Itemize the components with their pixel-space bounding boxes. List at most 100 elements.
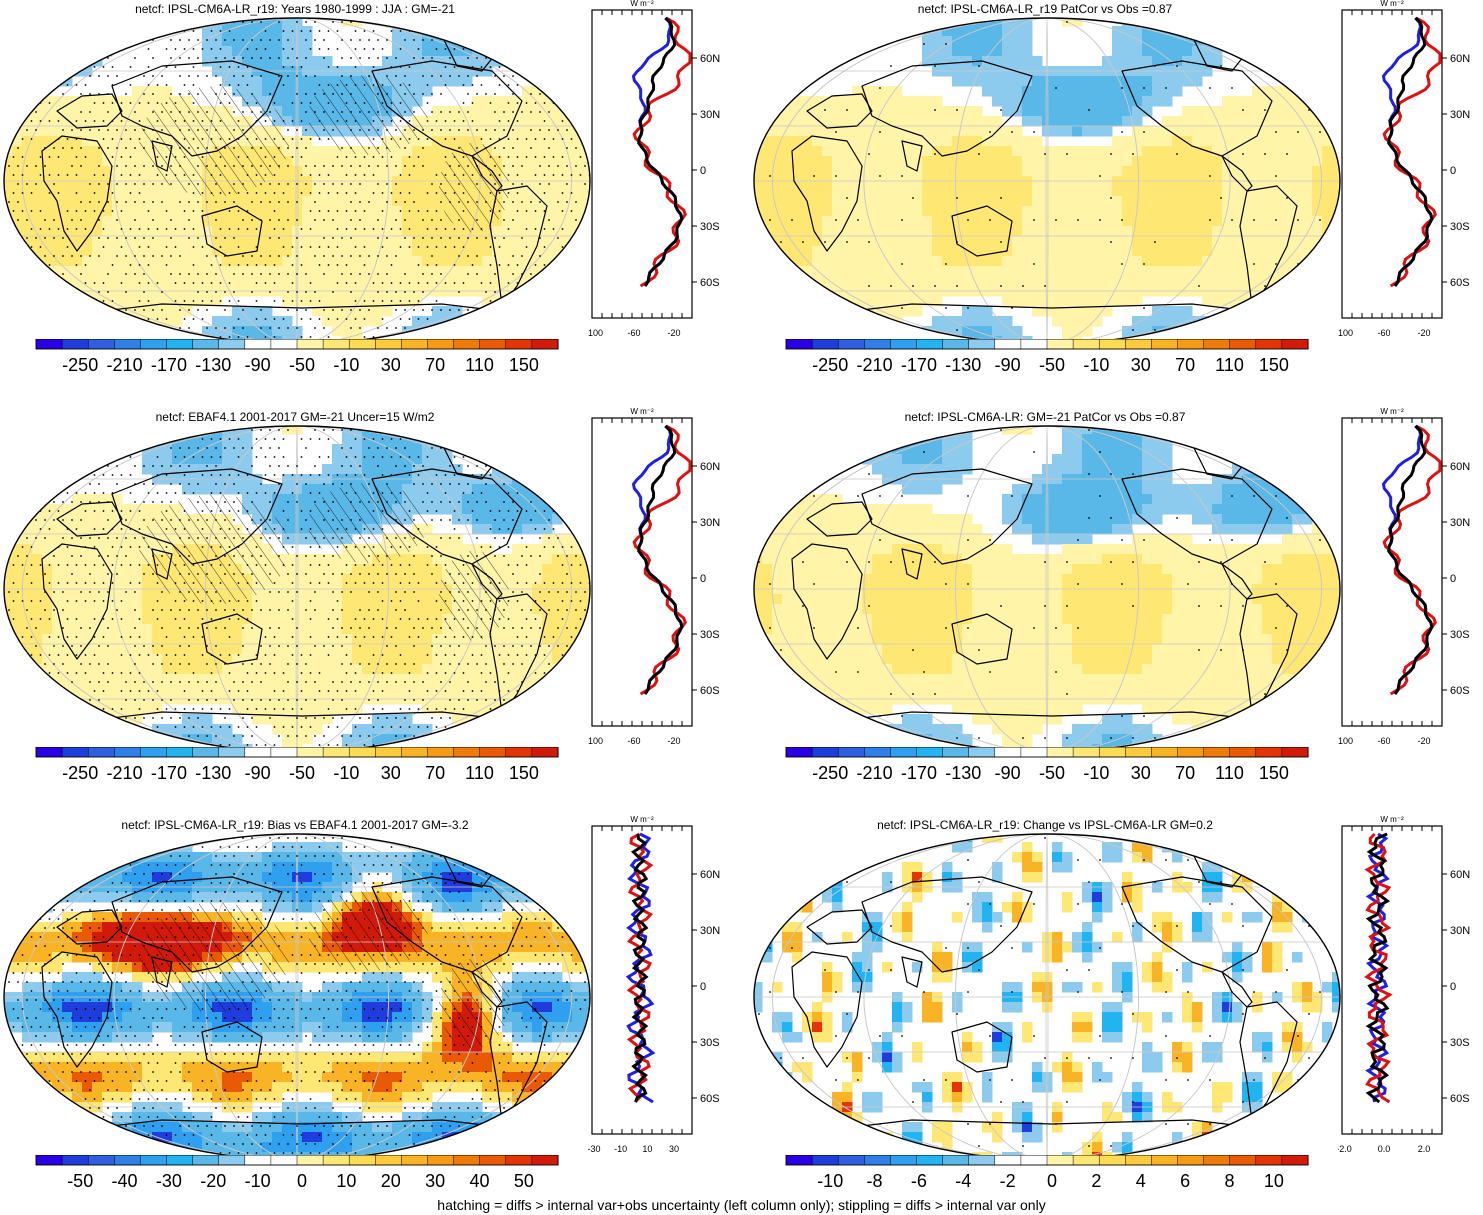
zonal-lat-label: 30N: [1450, 517, 1470, 529]
zonal-lat-label: 60S: [700, 277, 720, 289]
zonal-lat-label: 30S: [1450, 221, 1470, 233]
colorbar-box: [296, 1155, 324, 1166]
zonal-curve-red: [632, 16, 692, 288]
colorbar-box: [890, 339, 918, 350]
zonal-lat-label: 30S: [1450, 1037, 1470, 1049]
colorbar-box: [1255, 1155, 1283, 1166]
colorbar: -250 -210 -170 -130 -90 -50 -10 30 70 110 150: [35, 747, 559, 783]
colorbar-box: [864, 747, 891, 758]
colorbar-box: [994, 1155, 1022, 1166]
colorbar-box: [192, 1155, 220, 1166]
colorbar-box: [916, 339, 944, 350]
colorbar-label: -8: [867, 1171, 883, 1191]
colorbar-label: 4: [1136, 1171, 1146, 1191]
colorbar-box: [1046, 747, 1074, 758]
colorbar-box: [942, 339, 970, 350]
map-panel: netcf: IPSL-CM6A-LR: GM=-21 PatCor vs Ob…: [750, 408, 1483, 803]
map-panel: netcf: IPSL-CM6A-LR_r19 PatCor vs Obs =0…: [750, 0, 1483, 395]
colorbar-box: [244, 339, 272, 350]
zonal-x-label: 2.0: [1418, 1144, 1431, 1154]
colorbar: -10 -8 -6 -4 -2 0 2 4 6 8 10: [785, 1155, 1309, 1191]
zonal-x-label: -60: [627, 736, 640, 746]
colorbar-box: [1020, 1155, 1048, 1166]
zonal-curve-red: [626, 832, 654, 1104]
colorbar-box: [453, 1155, 481, 1166]
colorbar-box: [1203, 747, 1231, 758]
colorbar-box: [427, 747, 455, 758]
colorbar-label: 10: [336, 1171, 356, 1191]
zonal-lat-label: 0: [700, 573, 706, 585]
colorbar-box: [375, 1155, 402, 1166]
colorbar-label: -90: [245, 763, 271, 783]
colorbar-box: [785, 747, 813, 758]
colorbar-box: [35, 339, 63, 350]
colorbar-box: [1020, 339, 1048, 350]
colorbar-label: -10: [333, 763, 359, 783]
zonal-x-label: -20: [667, 736, 680, 746]
colorbar-box: [890, 747, 918, 758]
colorbar-box: [1125, 747, 1152, 758]
zonal-unit: W m⁻²: [1380, 408, 1404, 416]
colorbar-box: [479, 747, 507, 758]
colorbar-box: [916, 747, 944, 758]
zonal-lat-label: 0: [700, 981, 706, 993]
colorbar-box: [505, 747, 533, 758]
colorbar-label: -10: [245, 1171, 271, 1191]
footer-note: hatching = diffs > internal var+obs unce…: [437, 1197, 1046, 1213]
zonal-lat-label: 0: [700, 165, 706, 177]
colorbar-box: [837, 1155, 865, 1166]
colorbar-box: [785, 339, 813, 350]
zonal-x-label: -100: [588, 328, 603, 338]
colorbar-box: [1177, 1155, 1205, 1166]
zonal-lat-label: 60N: [1450, 53, 1470, 65]
colorbar-label: 30: [1131, 355, 1151, 375]
colorbar-box: [1151, 339, 1179, 350]
zonal-curve-red: [632, 424, 692, 696]
colorbar-box: [1125, 339, 1152, 350]
colorbar-label: -250: [812, 355, 848, 375]
colorbar-label: 50: [514, 1171, 534, 1191]
colorbar-box: [837, 339, 865, 350]
colorbar-box: [375, 339, 402, 350]
robinson-map: [3, 425, 591, 753]
zonal-curve-black: [631, 833, 649, 1103]
colorbar-box: [1255, 747, 1283, 758]
colorbar-box: [87, 747, 115, 758]
panel-title: netcf: IPSL-CM6A-LR: GM=-21 PatCor vs Ob…: [904, 410, 1186, 424]
colorbar-label: -170: [151, 355, 187, 375]
colorbar-label: -90: [995, 763, 1021, 783]
colorbar-box: [192, 339, 220, 350]
zonal-lat-label: 0: [1450, 981, 1456, 993]
colorbar-label: -250: [62, 763, 98, 783]
colorbar-box: [114, 339, 141, 350]
zonal-mean-plot: W m⁻² 60N 30N 0 30S 60S -100 -60 -20: [1338, 408, 1470, 746]
colorbar-box: [1203, 1155, 1231, 1166]
colorbar-label: 40: [470, 1171, 490, 1191]
zonal-lat-label: 30N: [700, 925, 720, 937]
colorbar-box: [1151, 1155, 1179, 1166]
panel-title: netcf: IPSL-CM6A-LR_r19: Years 1980-1999…: [135, 2, 455, 16]
colorbar-label: -20: [200, 1171, 226, 1191]
colorbar-box: [1255, 339, 1283, 350]
zonal-lat-label: 30S: [1450, 629, 1470, 641]
colorbar-label: -10: [817, 1171, 843, 1191]
colorbar-label: 70: [1175, 355, 1195, 375]
zonal-unit: W m⁻²: [630, 0, 654, 8]
robinson-map: [3, 833, 591, 1161]
colorbar-box: [35, 1155, 63, 1166]
zonal-lat-label: 60S: [700, 1093, 720, 1105]
colorbar-box: [1072, 747, 1100, 758]
colorbar-box: [61, 339, 89, 350]
zonal-lat-label: 60S: [1450, 1093, 1470, 1105]
colorbar-box: [427, 339, 455, 350]
colorbar-box: [166, 747, 194, 758]
map-panel: netcf: IPSL-CM6A-LR_r19: Change vs IPSL-…: [750, 816, 1483, 1211]
colorbar-box: [1177, 339, 1205, 350]
colorbar-box: [140, 339, 168, 350]
colorbar-box: [1020, 747, 1048, 758]
colorbar-box: [35, 747, 63, 758]
panel-title: netcf: EBAF4.1 2001-2017 GM=-21 Uncer=15…: [155, 410, 435, 424]
colorbar-label: -170: [151, 763, 187, 783]
robinson-map: [753, 17, 1341, 345]
colorbar-box: [968, 747, 996, 758]
